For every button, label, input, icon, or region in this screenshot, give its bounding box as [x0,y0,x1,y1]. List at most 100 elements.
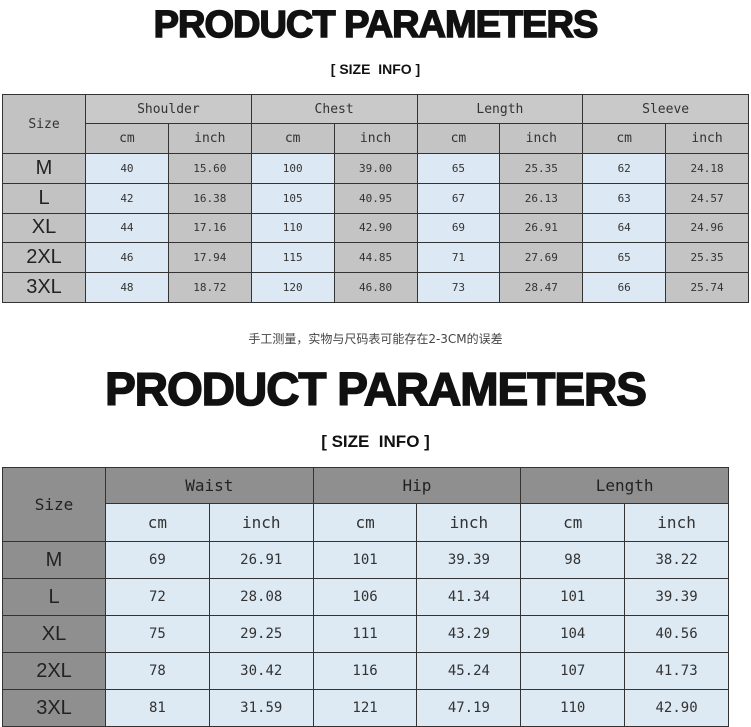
unit-header-cm: cm [312,503,418,542]
size-label: 3XL [2,272,86,303]
value-cell: 42 [85,182,169,214]
value-cell: 16.38 [167,182,252,214]
table-row: 3XL 48 18.72 120 46.80 73 28.47 66 25.74 [2,272,749,303]
value-cell: 18.72 [167,272,252,303]
value-cell: 26.13 [499,182,584,214]
value-cell: 101 [312,541,418,579]
value-cell: 40.95 [333,182,418,214]
table-row: 3XL 81 31.59 121 47.19 110 42.90 [2,689,729,727]
group-header-hip: Hip [312,467,522,504]
value-cell: 73 [416,272,501,303]
value-cell: 65 [416,153,501,184]
value-cell: 106 [312,578,418,616]
size-label: L [2,578,106,616]
value-cell: 75 [105,615,210,653]
value-cell: 40.56 [624,615,729,653]
table-row: M 40 15.60 100 39.00 65 25.35 62 24.18 [2,153,749,184]
value-cell: 62 [582,153,667,184]
group-header-length: Length [416,94,584,124]
value-cell: 69 [416,212,501,244]
value-cell: 44 [85,212,169,244]
value-cell: 111 [312,615,418,653]
size-label: 2XL [2,652,106,690]
value-cell: 24.96 [665,212,749,244]
value-cell: 25.35 [665,242,749,274]
size-header: Size [2,94,86,154]
table-row: XL 75 29.25 111 43.29 104 40.56 [2,615,729,653]
unit-header-cm: cm [582,123,667,154]
table-row: 2XL 46 17.94 115 44.85 71 27.69 65 25.35 [2,242,749,274]
group-header-sleeve: Sleeve [582,94,749,124]
value-cell: 64 [582,212,667,244]
unit-header-cm: cm [250,123,335,154]
value-cell: 78 [105,652,210,690]
value-cell: 67 [416,182,501,214]
value-cell: 39.39 [416,541,522,579]
unit-header-cm: cm [105,503,210,542]
value-cell: 24.18 [665,153,749,184]
value-cell: 66 [582,272,667,303]
unit-header-inch: inch [665,123,749,154]
value-cell: 41.73 [624,652,729,690]
value-cell: 81 [105,689,210,727]
size-header: Size [2,467,106,542]
value-cell: 44.85 [333,242,418,274]
value-cell: 101 [520,578,626,616]
value-cell: 100 [250,153,335,184]
unit-header-inch: inch [416,503,522,542]
top-title: PRODUCT PARAMETERS [153,3,599,47]
value-cell: 46 [85,242,169,274]
unit-header-inch: inch [333,123,418,154]
size-label: M [2,541,106,579]
value-cell: 39.00 [333,153,418,184]
value-cell: 107 [520,652,626,690]
value-cell: 42.90 [333,212,418,244]
value-cell: 24.57 [665,182,749,214]
top-size-table: Size Shoulder Chest Length Sleeve cm inch cm inc… [2,94,749,303]
unit-header-inch: inch [208,503,314,542]
bottom-title: PRODUCT PARAMETERS [104,362,647,416]
group-header-chest: Chest [250,94,418,124]
value-cell: 104 [520,615,626,653]
value-cell: 26.91 [499,212,584,244]
top-subtitle: [ SIZE INFO ] [330,61,421,77]
value-cell: 105 [250,182,335,214]
value-cell: 27.69 [499,242,584,274]
value-cell: 41.34 [416,578,522,616]
value-cell: 48 [85,272,169,303]
table-row: M 69 26.91 101 39.39 98 38.22 [2,541,729,579]
value-cell: 17.94 [167,242,252,274]
value-cell: 25.74 [665,272,749,303]
value-cell: 71 [416,242,501,274]
size-label: L [2,182,86,214]
value-cell: 121 [312,689,418,727]
measurement-note: 手工测量，实物与尺码表可能存在2-3CM的误差 [248,332,503,346]
value-cell: 47.19 [416,689,522,727]
unit-header-inch: inch [167,123,252,154]
value-cell: 43.29 [416,615,522,653]
value-cell: 26.91 [208,541,314,579]
size-label: 2XL [2,242,86,274]
unit-header-cm: cm [85,123,169,154]
unit-header-cm: cm [416,123,501,154]
table-row: L 72 28.08 106 41.34 101 39.39 [2,578,729,616]
value-cell: 15.60 [167,153,252,184]
value-cell: 38.22 [624,541,729,579]
value-cell: 31.59 [208,689,314,727]
value-cell: 116 [312,652,418,690]
value-cell: 69 [105,541,210,579]
value-cell: 29.25 [208,615,314,653]
value-cell: 120 [250,272,335,303]
value-cell: 42.90 [624,689,729,727]
value-cell: 28.08 [208,578,314,616]
value-cell: 40 [85,153,169,184]
value-cell: 39.39 [624,578,729,616]
table-row: XL 44 17.16 110 42.90 69 26.91 64 24.96 [2,212,749,244]
value-cell: 115 [250,242,335,274]
unit-header-inch: inch [499,123,584,154]
unit-header-inch: inch [624,503,729,542]
group-header-length: Length [520,467,729,504]
value-cell: 46.80 [333,272,418,303]
size-label: XL [2,615,106,653]
value-cell: 63 [582,182,667,214]
